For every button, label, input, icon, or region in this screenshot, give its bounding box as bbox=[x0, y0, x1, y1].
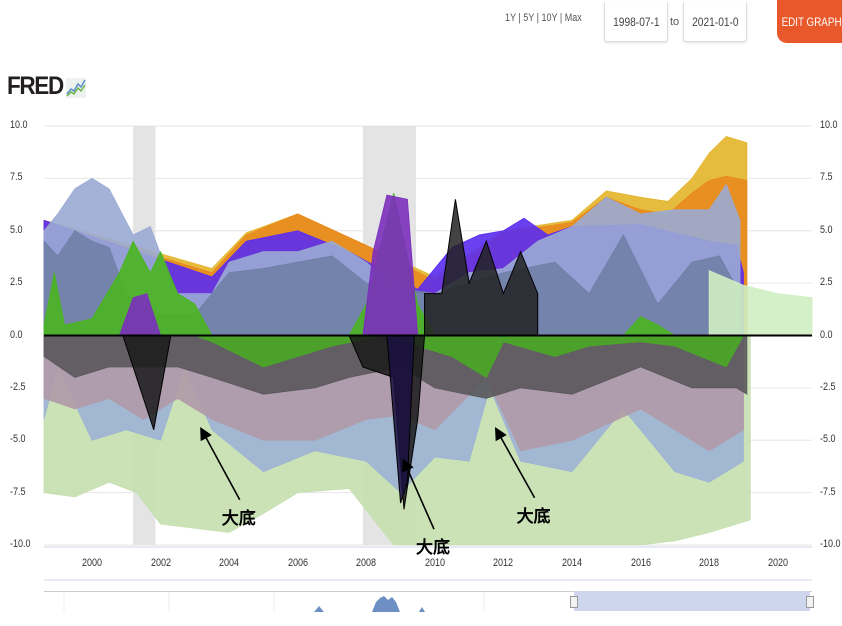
y-tick-label-right: 7.5 bbox=[820, 171, 833, 184]
y-tick-label-left: 10.0 bbox=[10, 119, 28, 131]
annotation-label: 大底 bbox=[416, 538, 450, 559]
y-tick-label-right: -5.0 bbox=[820, 433, 836, 446]
y-tick-label-left: -10.0 bbox=[10, 538, 31, 550]
y-tick-label-left: 7.5 bbox=[10, 171, 23, 184]
series-area-positive-dark-peaks bbox=[424, 199, 539, 336]
series-area-positive-light-green bbox=[708, 269, 813, 336]
y-tick-label-left: -2.5 bbox=[10, 380, 26, 393]
edit-graph-label: EDIT GRAPH bbox=[782, 14, 842, 29]
y-tick-label-right: 0.0 bbox=[820, 328, 833, 341]
annotation-arrow bbox=[495, 426, 536, 499]
date-from-value: 1998-07-1 bbox=[612, 15, 660, 29]
range-1y-link[interactable]: 1Y bbox=[505, 12, 516, 24]
x-tick-label: 2000 bbox=[81, 557, 103, 569]
navigator-series-path bbox=[314, 596, 425, 612]
x-tick-label: 2004 bbox=[219, 557, 240, 569]
series-area-positive-slate bbox=[43, 230, 741, 336]
x-tick-label: 2006 bbox=[287, 557, 308, 569]
date-from-input[interactable]: 1998-07-1 bbox=[604, 3, 668, 42]
y-tick-label-left: 2.5 bbox=[10, 276, 23, 289]
x-tick-label: 2008 bbox=[356, 557, 377, 569]
navigator-series bbox=[63, 592, 485, 612]
annotation-arrow bbox=[402, 458, 435, 530]
separator: | bbox=[515, 12, 524, 24]
navigator[interactable] bbox=[44, 591, 812, 612]
y-tick-label-right: 2.5 bbox=[820, 276, 833, 289]
y-tick-label-left: 5.0 bbox=[10, 223, 23, 236]
separator: | bbox=[534, 12, 542, 24]
edit-graph-button[interactable]: EDIT GRAPH bbox=[777, 0, 842, 43]
y-tick-label-left: -5.0 bbox=[10, 433, 26, 446]
y-tick-label-right: 10.0 bbox=[820, 119, 838, 131]
y-tick-label-right: -7.5 bbox=[820, 485, 836, 498]
series-area-negative-green bbox=[194, 335, 745, 378]
x-tick-label: 2016 bbox=[630, 557, 651, 569]
fred-logo: FRED bbox=[7, 72, 64, 100]
range-links: 1Y | 5Y | 10Y | Max bbox=[505, 12, 582, 24]
series-area-positive-green bbox=[43, 192, 677, 336]
x-tick-label: 2010 bbox=[424, 557, 445, 569]
y-tick-label-right: -2.5 bbox=[820, 380, 836, 393]
x-tick-label: 2002 bbox=[150, 557, 171, 569]
x-tick-label: 2014 bbox=[561, 557, 583, 569]
annotation-label: 大底 bbox=[221, 508, 256, 529]
range-5y-link[interactable]: 5Y bbox=[523, 12, 535, 24]
range-10y-link[interactable]: 10Y bbox=[541, 12, 558, 24]
annotation-label: 大底 bbox=[516, 506, 551, 527]
date-to-input[interactable]: 2021-01-0 bbox=[683, 3, 747, 42]
navigator-selected-range[interactable] bbox=[574, 591, 810, 611]
y-tick-label-left: -7.5 bbox=[10, 485, 26, 498]
y-tick-label-left: 0.0 bbox=[10, 328, 23, 341]
chart-line-icon bbox=[66, 78, 86, 98]
date-to-value: 2021-01-0 bbox=[691, 15, 739, 29]
to-label: to bbox=[670, 16, 680, 28]
annotation-arrow bbox=[200, 426, 241, 501]
x-tick-label: 2018 bbox=[699, 557, 720, 569]
x-tick-label: 2020 bbox=[767, 557, 788, 569]
separator: | bbox=[557, 12, 565, 24]
y-tick-label-right: 5.0 bbox=[820, 223, 833, 236]
navigator-right-handle[interactable] bbox=[806, 596, 814, 608]
navigator-left-handle[interactable] bbox=[570, 596, 578, 608]
range-max-link[interactable]: Max bbox=[564, 12, 582, 24]
x-tick-label: 2012 bbox=[493, 557, 514, 569]
y-tick-label-right: -10.0 bbox=[820, 538, 841, 550]
